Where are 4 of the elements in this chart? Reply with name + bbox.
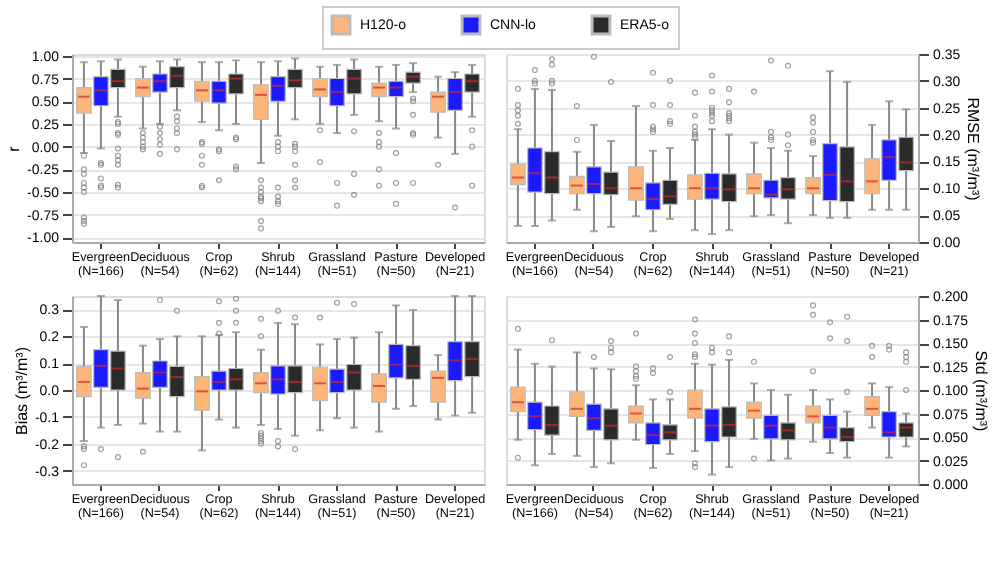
y-axis-title: Std (m³/m³) xyxy=(972,350,991,433)
y-axis-title: RMSE (m³/m³) xyxy=(964,97,983,202)
y-axis-title: Bias (m³/m³) xyxy=(12,346,31,435)
y-axis-title: r xyxy=(5,145,24,152)
